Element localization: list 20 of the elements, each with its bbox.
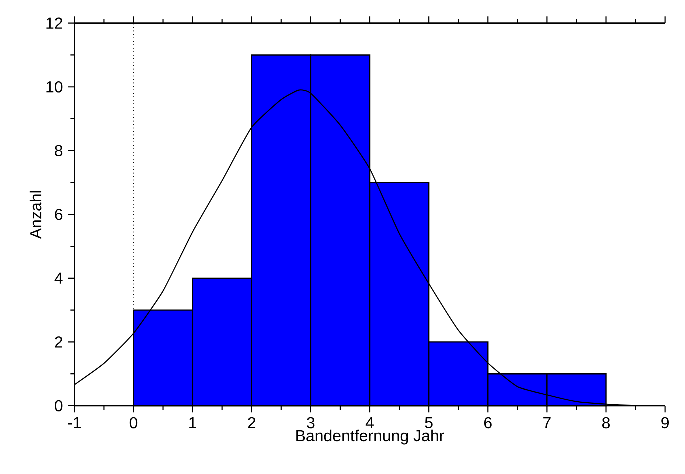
y-tick-label: 2 (55, 336, 62, 348)
y-tick-label: 0 (55, 400, 63, 412)
y-tick-label: 8 (55, 145, 63, 157)
x-tick-label: 2 (248, 417, 256, 429)
x-tick-label: 8 (602, 417, 610, 429)
x-tick-label: 3 (307, 417, 315, 429)
x-axis-title: Bandentfernung Jahr (296, 430, 444, 445)
x-tick-label: -1 (68, 417, 82, 428)
y-tick-label: 10 (46, 81, 63, 93)
x-tick-label: 1 (190, 417, 196, 428)
x-tick-label: 5 (425, 417, 433, 429)
x-tick-label: 9 (662, 417, 670, 429)
x-tick-label: 7 (544, 417, 551, 428)
y-tick-label: 12 (46, 18, 62, 29)
y-axis-title: Anzahl (30, 191, 42, 240)
x-tick-label: 6 (484, 417, 492, 429)
y-tick-label: 4 (54, 272, 63, 284)
y-tick-label: 6 (55, 208, 63, 220)
x-tick-label: 4 (366, 417, 374, 428)
x-tick-label: 0 (130, 417, 138, 429)
